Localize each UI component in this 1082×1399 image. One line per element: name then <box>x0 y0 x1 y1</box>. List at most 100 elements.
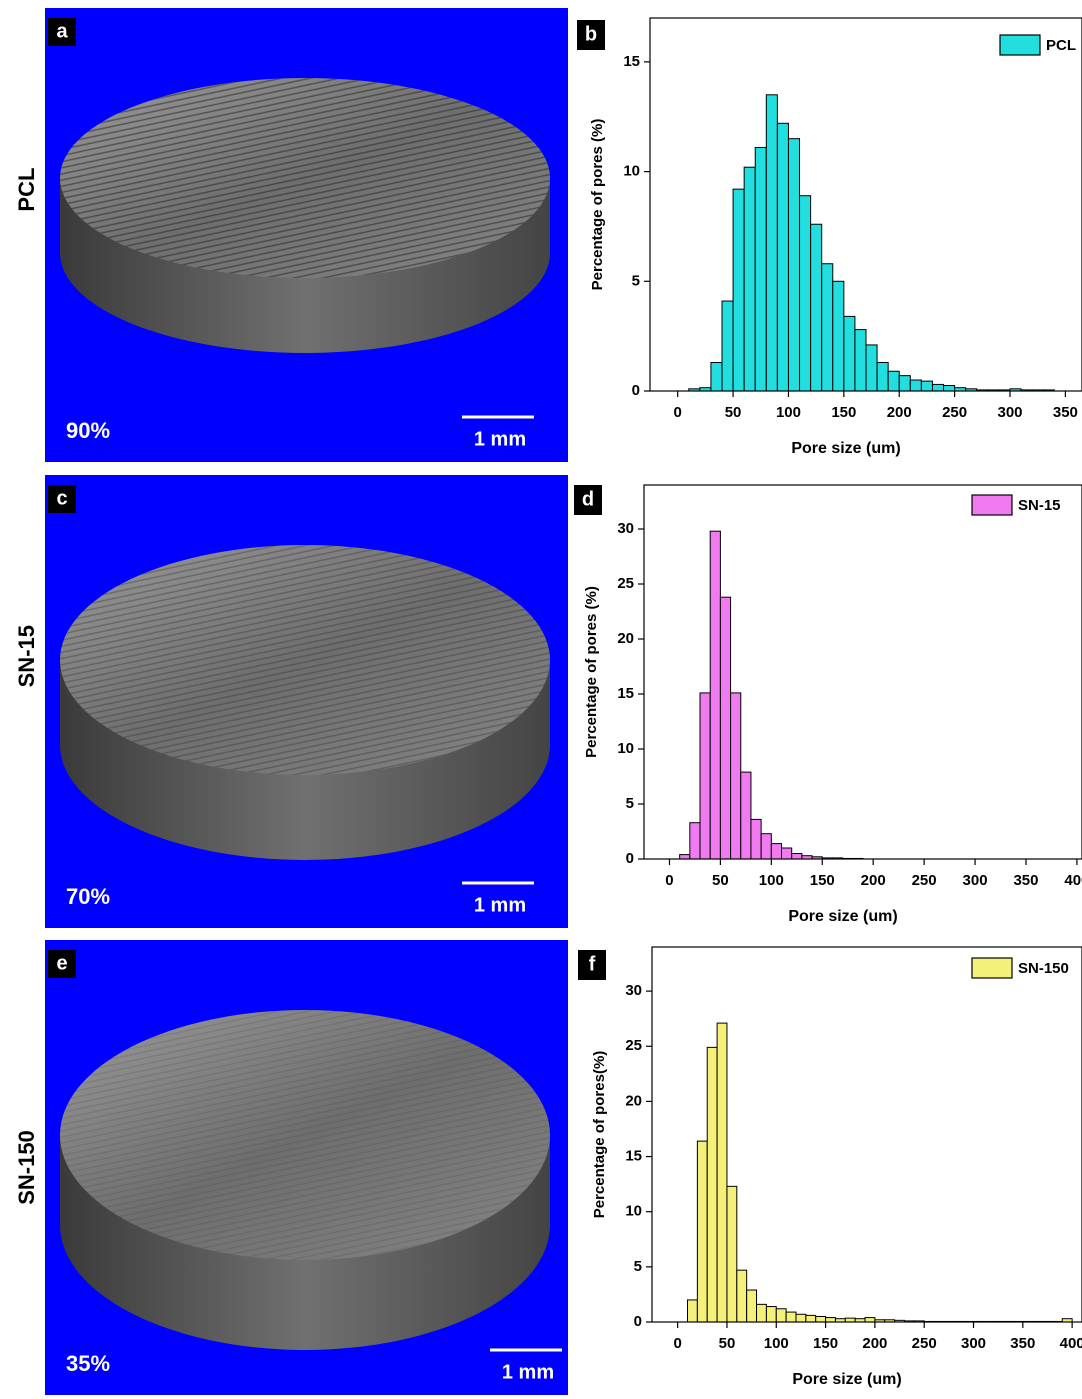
histogram-bar <box>679 854 691 860</box>
histogram-bar <box>821 263 834 392</box>
scale-bar-label: 1 mm <box>474 428 526 450</box>
histogram-bar <box>721 300 734 392</box>
y-axis-label: Percentage of pores(%) <box>591 1051 608 1219</box>
histogram-bar <box>740 771 752 860</box>
scale-bar-label: 1 mm <box>502 1361 554 1383</box>
histogram-bar <box>716 1022 728 1323</box>
panel-letter: b <box>585 23 597 45</box>
y-tick-label: 20 <box>617 630 634 647</box>
histogram-bar <box>710 361 723 392</box>
y-tick-label: 5 <box>634 1258 642 1275</box>
y-axis-label: Percentage of pores (%) <box>589 119 606 291</box>
histogram-bar <box>770 843 783 860</box>
histogram-bar <box>825 1317 836 1323</box>
x-tick-label: 300 <box>963 872 988 889</box>
histogram-bar <box>689 822 701 860</box>
histogram-bar <box>864 1317 876 1323</box>
histogram-bar <box>746 1289 758 1323</box>
panel-letter: a <box>56 20 68 42</box>
histogram-bar <box>843 315 856 392</box>
histogram-bar <box>706 1046 718 1323</box>
y-tick-label: 5 <box>632 272 640 289</box>
histogram-bar <box>699 692 711 860</box>
x-tick-label: 200 <box>861 872 886 889</box>
x-tick-label: 300 <box>961 1335 986 1352</box>
legend-swatch <box>999 34 1041 56</box>
histogram-bar <box>730 692 742 860</box>
y-tick-label: 10 <box>625 1203 642 1220</box>
histogram-bar <box>736 1269 748 1323</box>
cylinder-texture <box>60 1010 550 1260</box>
y-tick-label: 15 <box>617 685 634 702</box>
y-tick-label: 0 <box>632 382 640 399</box>
x-tick-label: 250 <box>942 404 967 421</box>
x-tick-label: 100 <box>776 404 801 421</box>
y-tick-label: 10 <box>623 163 640 180</box>
x-tick-label: 50 <box>725 404 742 421</box>
panel-letter: f <box>589 953 596 975</box>
porosity-label: 35% <box>66 1351 110 1376</box>
x-axis-label: Pore size (um) <box>788 908 897 925</box>
legend-swatch <box>971 957 1013 979</box>
histogram-bar <box>726 1185 738 1323</box>
legend-label: SN-15 <box>1018 497 1061 514</box>
cylinder-texture <box>60 78 550 278</box>
histogram-bar <box>787 138 801 392</box>
x-tick-label: 250 <box>912 1335 937 1352</box>
histogram-bar <box>732 188 745 392</box>
histogram-bar <box>743 166 756 392</box>
x-tick-label: 150 <box>831 404 856 421</box>
histogram-bar <box>805 1314 817 1323</box>
histogram-bar <box>687 1299 698 1323</box>
x-tick-label: 350 <box>1013 872 1038 889</box>
y-tick-label: 5 <box>626 795 634 812</box>
histogram-bar <box>898 375 911 392</box>
legend-swatch <box>971 494 1013 516</box>
histogram-bar <box>799 195 812 392</box>
y-tick-label: 30 <box>625 982 642 999</box>
histogram-bar <box>810 223 823 392</box>
histogram-bar <box>920 380 933 392</box>
x-tick-label: 150 <box>813 1335 838 1352</box>
histogram-bar <box>791 853 803 860</box>
scale-bar-label: 1 mm <box>474 894 526 916</box>
panel-letter: d <box>582 488 594 510</box>
histogram-bar <box>854 329 867 392</box>
x-tick-label: 50 <box>712 872 729 889</box>
histogram-bar <box>909 379 922 392</box>
x-tick-label: 300 <box>997 404 1022 421</box>
panel-letter: e <box>56 952 67 974</box>
panel-letter-box <box>48 18 76 46</box>
histogram-bar <box>765 1306 777 1323</box>
x-tick-label: 200 <box>862 1335 887 1352</box>
plot-frame <box>643 484 1082 860</box>
panel-letter-box <box>578 950 606 980</box>
histogram-bar <box>943 385 956 392</box>
panel-letter: c <box>56 487 67 509</box>
sample-label: SN-15 <box>14 625 39 687</box>
x-axis-label: Pore size (um) <box>791 440 900 457</box>
x-tick-label: 0 <box>674 404 682 421</box>
y-tick-label: 10 <box>617 740 634 757</box>
plot-frame <box>649 17 1082 392</box>
panel-letter-box <box>48 485 76 513</box>
histogram-bar <box>781 847 793 860</box>
x-tick-label: 400 <box>1064 872 1082 889</box>
porosity-label: 70% <box>66 884 110 909</box>
y-tick-label: 25 <box>617 575 634 592</box>
chart: d051015202530050100150200250300350400Por… <box>574 484 1082 925</box>
panel-letter-box <box>48 950 76 978</box>
x-tick-label: 100 <box>759 872 784 889</box>
plot-frame <box>651 946 1082 1323</box>
histogram-bar <box>750 818 762 860</box>
histogram-bar <box>756 1303 767 1323</box>
histogram-bar <box>765 94 778 392</box>
histogram-bar <box>815 1315 827 1323</box>
x-tick-label: 100 <box>764 1335 789 1352</box>
histogram-bar <box>795 1313 807 1323</box>
x-tick-label: 50 <box>719 1335 736 1352</box>
histogram-bar <box>754 146 767 392</box>
panel-letter-box <box>574 485 602 515</box>
